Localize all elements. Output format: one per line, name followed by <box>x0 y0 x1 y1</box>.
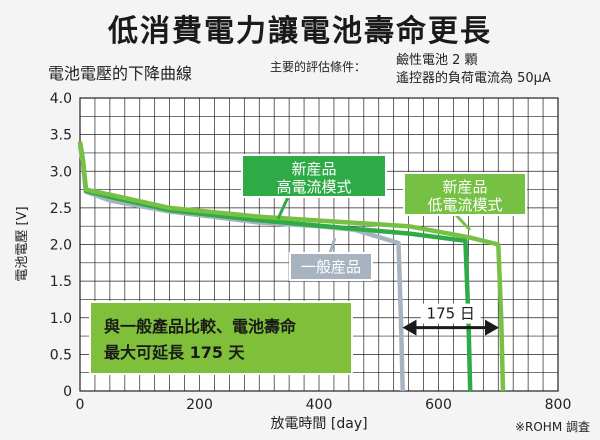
y-tick-label: 1.0 <box>50 311 72 327</box>
conditions-label: 主要的評估條件： <box>270 60 367 74</box>
series-group <box>77 141 506 392</box>
callout-new-high-text: 新産品 <box>291 160 336 178</box>
x-tick-label: 200 <box>186 397 213 413</box>
callout-new-high-box <box>241 154 387 198</box>
callout-new-high-leader <box>276 196 290 220</box>
arrow-head-right <box>485 319 500 336</box>
credit-text: ※ROHM 調査 <box>514 420 590 434</box>
conditions-text: 鹼性電池 2 顆 遙控器的負荷電流為 50µA <box>396 52 551 88</box>
chart-title: 低消費電力讓電池壽命更長 <box>108 14 492 49</box>
callout-general-text: 一般産品 <box>301 258 361 276</box>
chart-subtitle: 電池電壓的下降曲線 <box>48 64 193 83</box>
plot-frame <box>79 97 559 392</box>
series-line-new_low <box>77 141 506 392</box>
x-tick-label: 800 <box>545 397 572 413</box>
note-line: 最大可延長 175 天 <box>104 343 246 362</box>
condition-line: 鹼性電池 2 顆 <box>396 53 478 68</box>
callout-new-low-leader <box>454 213 472 232</box>
difference-arrow: 175 日 <box>402 303 500 336</box>
arrow-head-left <box>402 319 417 336</box>
callout-new-low-text: 新産品 <box>442 178 487 196</box>
callout-general-leader <box>328 237 337 254</box>
callout-general: 一般産品 <box>289 237 373 281</box>
note-line: 與一般產品比較、電池壽命 <box>104 317 297 336</box>
callout-new-low-text: 低電流模式 <box>427 196 502 214</box>
y-tick-label: 3.5 <box>50 128 72 144</box>
x-tick-label: 0 <box>76 397 85 413</box>
callout-new-high-text: 高電流模式 <box>276 178 351 196</box>
y-tick-label: 2.0 <box>50 238 72 254</box>
condition-line: 遙控器的負荷電流為 50µA <box>396 71 551 86</box>
arrow-label: 175 日 <box>427 305 475 323</box>
axes: 0 0.5 1.0 1.5 2.0 2.5 3.0 3.5 4.0 0 200 400 600 800 <box>50 91 572 413</box>
y-tick-label: 2.5 <box>50 201 72 217</box>
y-tick-label: 0 <box>63 384 72 400</box>
y-axis-label: 電池電壓 [V] <box>15 206 30 281</box>
x-tick-label: 600 <box>425 397 452 413</box>
arrow-label-bg <box>420 303 481 324</box>
callout-new-low-box <box>403 172 527 216</box>
note-box-bg <box>89 301 353 375</box>
y-tick-label: 0.5 <box>50 347 72 363</box>
y-tick-label: 4.0 <box>50 91 72 107</box>
x-tick-label: 400 <box>306 397 333 413</box>
callout-general-box <box>289 252 373 281</box>
y-tick-label: 3.0 <box>50 164 72 180</box>
x-axis-label: 放電時間 [day] <box>270 416 367 432</box>
y-tick-label: 1.5 <box>50 274 72 290</box>
